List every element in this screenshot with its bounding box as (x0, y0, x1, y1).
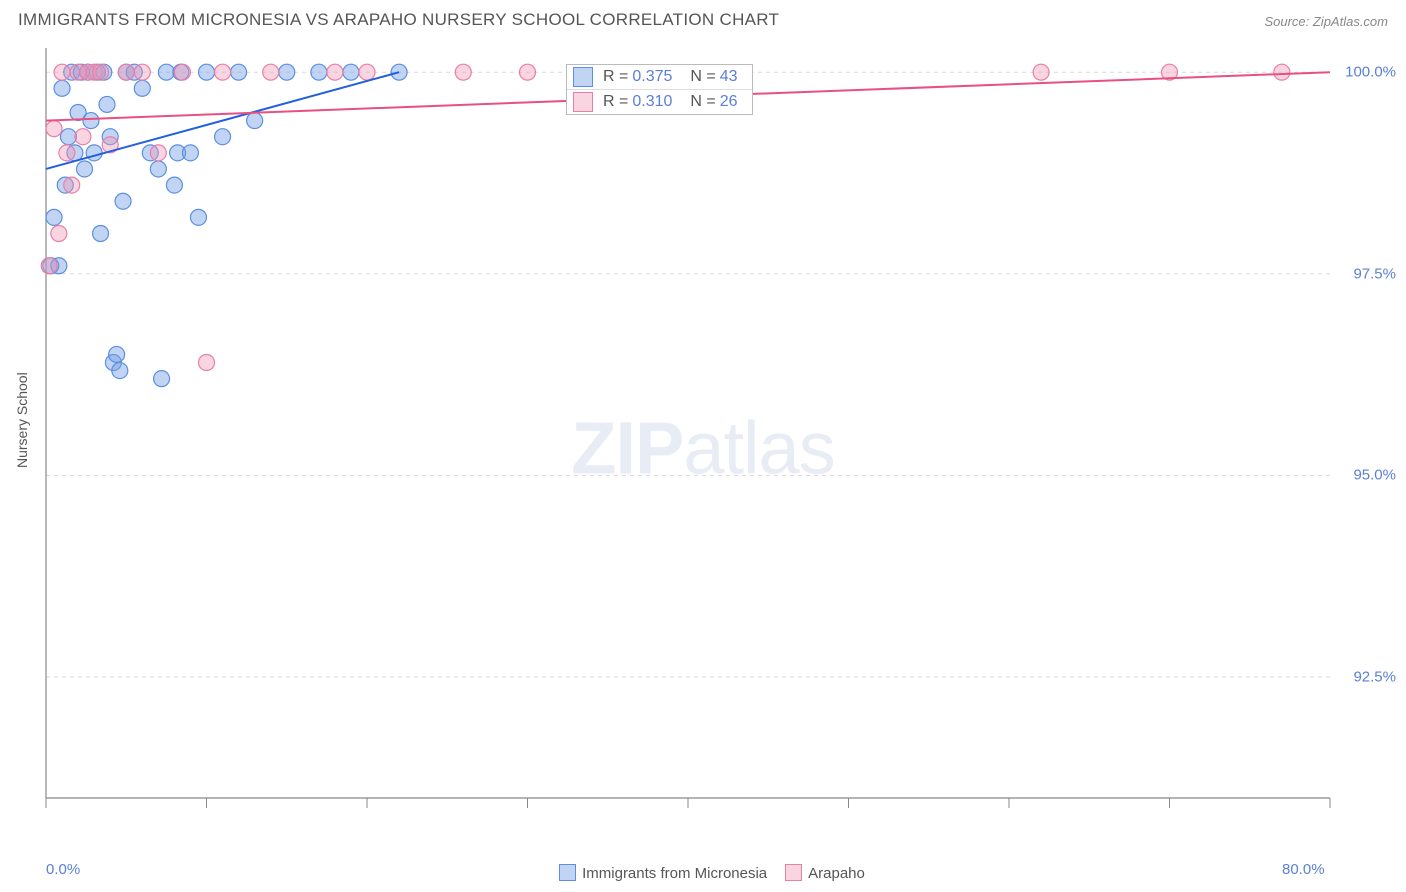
legend-swatch (785, 864, 802, 881)
legend-swatch (573, 92, 593, 112)
chart-svg (0, 48, 1406, 892)
chart-title: IMMIGRANTS FROM MICRONESIA VS ARAPAHO NU… (18, 10, 1388, 30)
n-label: N = (690, 68, 715, 86)
source-prefix: Source: (1264, 14, 1312, 29)
legend-swatch (559, 864, 576, 881)
n-label: N = (690, 93, 715, 111)
n-value: 26 (720, 93, 738, 111)
legend-label: Arapaho (808, 865, 865, 882)
legend-swatch (573, 67, 593, 87)
r-label: R = (603, 68, 628, 86)
r-value: 0.375 (632, 68, 672, 86)
series-legend: Immigrants from Micronesia Arapaho (0, 864, 1406, 882)
y-tick-label: 100.0% (1345, 64, 1396, 81)
chart-source: Source: ZipAtlas.com (1264, 14, 1388, 29)
y-tick-label: 95.0% (1353, 467, 1396, 484)
y-axis-label: Nursery School (14, 372, 30, 468)
y-tick-label: 97.5% (1353, 265, 1396, 282)
correlation-legend-row: R =0.310 N = 26 (567, 90, 752, 114)
correlation-legend-box: R =0.375 N = 43 R =0.310 N = 26 (566, 64, 753, 115)
legend-label: Immigrants from Micronesia (582, 865, 767, 882)
r-value: 0.310 (632, 93, 672, 111)
chart-container: ZIPatlas Nursery School 100.0%97.5%95.0%… (0, 48, 1406, 892)
chart-header: IMMIGRANTS FROM MICRONESIA VS ARAPAHO NU… (0, 0, 1406, 48)
r-label: R = (603, 93, 628, 111)
y-tick-label: 92.5% (1353, 669, 1396, 686)
n-value: 43 (720, 68, 738, 86)
correlation-legend-row: R =0.375 N = 43 (567, 65, 752, 90)
source-name: ZipAtlas.com (1313, 14, 1388, 29)
